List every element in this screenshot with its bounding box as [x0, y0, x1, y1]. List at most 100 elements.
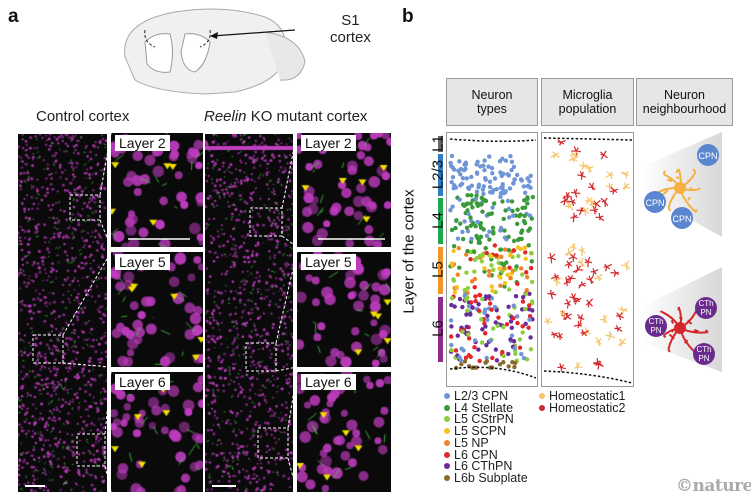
neuron-dot: [460, 304, 465, 310]
neuron-dot: [517, 337, 523, 342]
neuron-dot: [488, 254, 494, 259]
neuron-dot: [476, 347, 481, 352]
neuron-dot: [470, 305, 475, 310]
neighbour-cthpn-2: CThPN: [645, 315, 667, 337]
svg-text:PN: PN: [700, 308, 711, 317]
inset-label: Layer 2: [115, 135, 170, 151]
neuron-dot: [528, 173, 533, 179]
neuron-dot: [523, 291, 529, 297]
microglia-icon: [577, 257, 585, 268]
microglia-icon: [564, 248, 574, 257]
neuron-dot: [474, 189, 480, 194]
neuron-dot: [480, 296, 485, 302]
neuron-dot: [515, 281, 520, 287]
neuron-dot: [525, 201, 530, 206]
neuron-dot: [494, 253, 499, 258]
inset-label: Layer 5: [115, 254, 170, 270]
svg-text:CTh: CTh: [696, 345, 711, 354]
neuron-dot: [487, 294, 492, 299]
neuron-dot: [480, 327, 485, 332]
microglia-icon: [576, 207, 585, 216]
neuron-dot: [459, 181, 465, 186]
neuron-dot: [497, 266, 502, 271]
neuron-dot: [479, 340, 485, 345]
neuron-dot: [452, 304, 457, 309]
neuron-dot: [486, 273, 492, 278]
neuron-dot: [501, 216, 506, 222]
legend-swatch-icon: [444, 393, 450, 399]
neuron-dot: [509, 325, 515, 330]
neuron-dot: [484, 250, 489, 256]
microglia-icon: [614, 325, 623, 333]
neuron-dot: [509, 199, 515, 204]
neuron-dot: [455, 272, 461, 277]
neuron-dot: [464, 202, 469, 207]
pointer-arrow: [211, 29, 296, 37]
neuron-dot: [483, 331, 488, 336]
neuron-dot: [529, 279, 535, 285]
neuron-dot: [477, 240, 483, 245]
neuron-dot: [491, 231, 496, 236]
microglia-icon: [603, 263, 612, 272]
neuron-dot: [449, 302, 454, 308]
neuron-dot: [492, 243, 498, 248]
neuron-dot: [526, 243, 531, 248]
neuron-dot: [456, 246, 461, 251]
neuron-dot: [484, 359, 490, 364]
neuron-dot: [460, 202, 466, 207]
neuron-dot: [506, 351, 511, 357]
neuron-dot: [528, 265, 534, 271]
neuron-dot: [462, 219, 467, 224]
inset-image: [297, 372, 391, 492]
neuron-dot: [464, 324, 470, 330]
neuron-dot: [503, 208, 508, 213]
neuron-dot: [486, 212, 491, 217]
arrow-head-icon: [210, 32, 218, 39]
neuron-dot: [448, 334, 454, 339]
inset-label: Layer 6: [115, 374, 170, 390]
neuron-dot: [516, 253, 521, 259]
microglia-icon: [544, 317, 553, 325]
legend-label: L5 CStrPN: [454, 412, 514, 427]
neuron-dot: [495, 323, 500, 328]
neuron-dot: [475, 159, 480, 165]
ko-inset-layer6: Layer 6: [297, 372, 391, 492]
microglia-icon: [547, 289, 557, 300]
microglia-icon: [622, 182, 631, 191]
neighbour-cpn-3: CPN: [671, 207, 693, 229]
neuron-dot: [512, 346, 518, 351]
neuron-dot: [518, 266, 524, 271]
neuron-dot: [494, 358, 500, 363]
neuron-dot: [520, 205, 525, 211]
neuron-dot: [458, 172, 463, 177]
header-text: Microglia population: [558, 88, 617, 116]
neuron-dot: [479, 202, 484, 207]
microglia-icon: [568, 154, 578, 163]
neuron-dot: [489, 165, 495, 171]
neuron-dot: [503, 158, 509, 163]
microglia-icon: [551, 331, 559, 339]
neuron-dot: [527, 313, 533, 319]
neuron-dot: [480, 209, 485, 214]
neuron-dot: [509, 159, 515, 165]
neuron-dot: [522, 245, 528, 250]
neuron-dot: [478, 164, 483, 169]
neuron-dot: [469, 193, 474, 198]
neuron-dot: [473, 299, 478, 304]
neuron-dot: [501, 262, 506, 268]
neuron-dot: [464, 270, 469, 275]
inset-image: [297, 252, 391, 367]
microglia-icon: [600, 314, 608, 324]
neuron-dot: [472, 345, 477, 350]
neuron-dot: [490, 326, 496, 331]
neuron-dot: [449, 261, 455, 266]
neuron-dot: [529, 259, 534, 264]
microglia-icon: [568, 252, 578, 262]
legend-item: L6 CThPN: [444, 460, 528, 473]
legend-swatch-icon: [444, 428, 450, 435]
neuron-dot: [518, 246, 524, 252]
neuron-dot: [511, 238, 517, 244]
neuron-dot: [510, 213, 516, 218]
neuron-dot: [523, 306, 528, 312]
